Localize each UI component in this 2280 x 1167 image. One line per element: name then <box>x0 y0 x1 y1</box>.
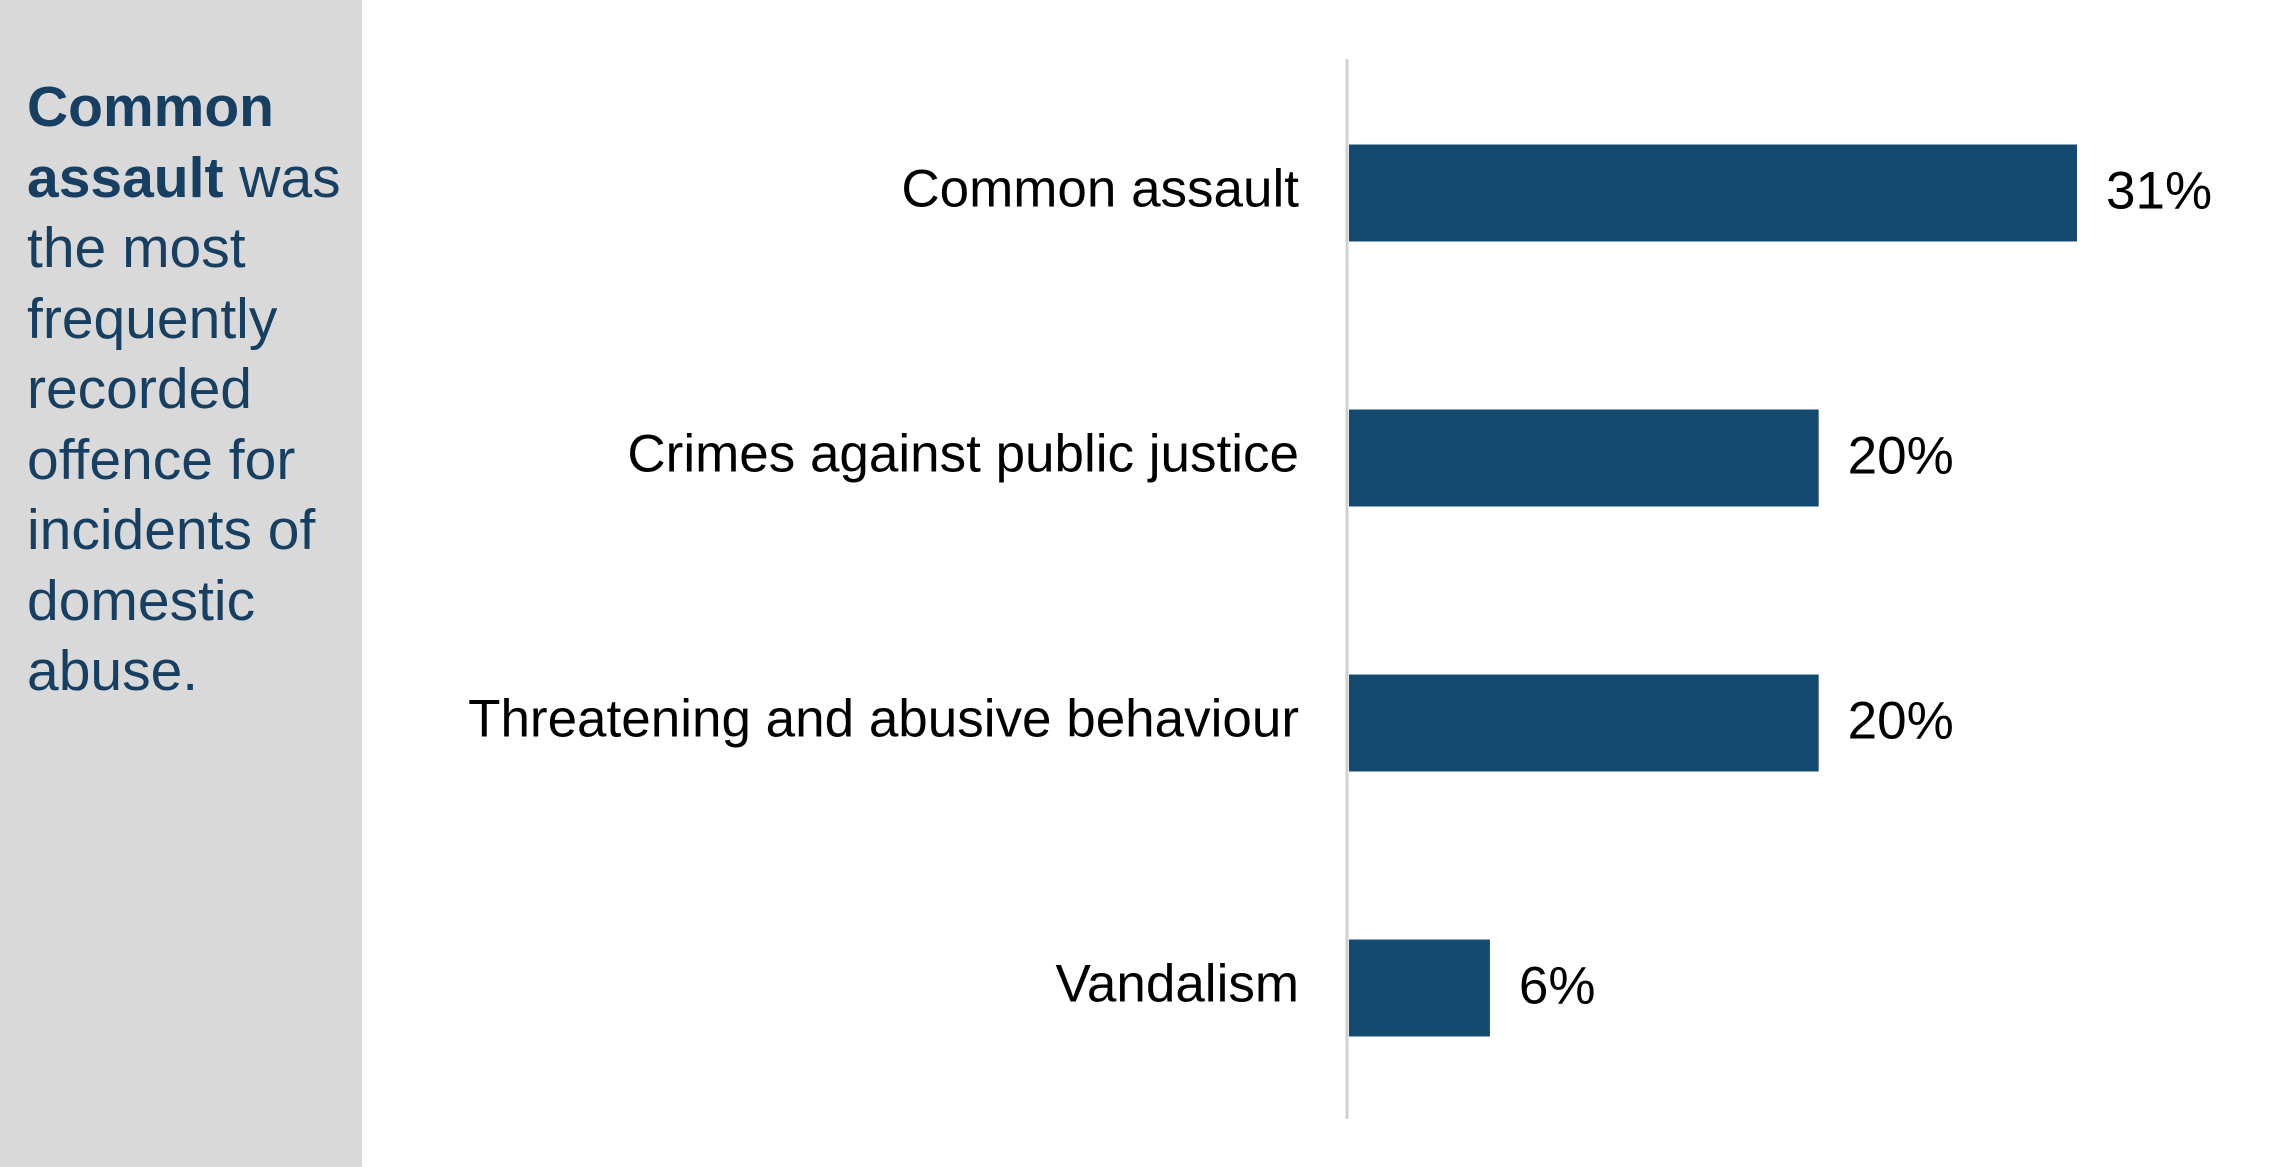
panel-text: Common assault was the most frequently r… <box>27 72 347 707</box>
bar <box>1349 939 1490 1037</box>
bar <box>1349 409 1819 507</box>
category-label: Common assault <box>901 160 1299 219</box>
category-label: Threatening and abusive behaviour <box>468 690 1299 749</box>
side-panel: Common assault was the most frequently r… <box>0 0 362 1167</box>
value-label: 20% <box>1848 427 1954 486</box>
value-label: 20% <box>1848 692 1954 751</box>
value-label: 31% <box>2106 162 2212 221</box>
panel-body: was the most frequently recorded offence… <box>27 145 341 704</box>
bar <box>1349 144 2077 242</box>
value-label: 6% <box>1519 957 1596 1016</box>
bar <box>1349 674 1819 772</box>
category-label: Crimes against public justice <box>627 425 1299 484</box>
panel-highlight: Common assault <box>27 75 274 210</box>
category-label: Vandalism <box>1055 955 1299 1014</box>
